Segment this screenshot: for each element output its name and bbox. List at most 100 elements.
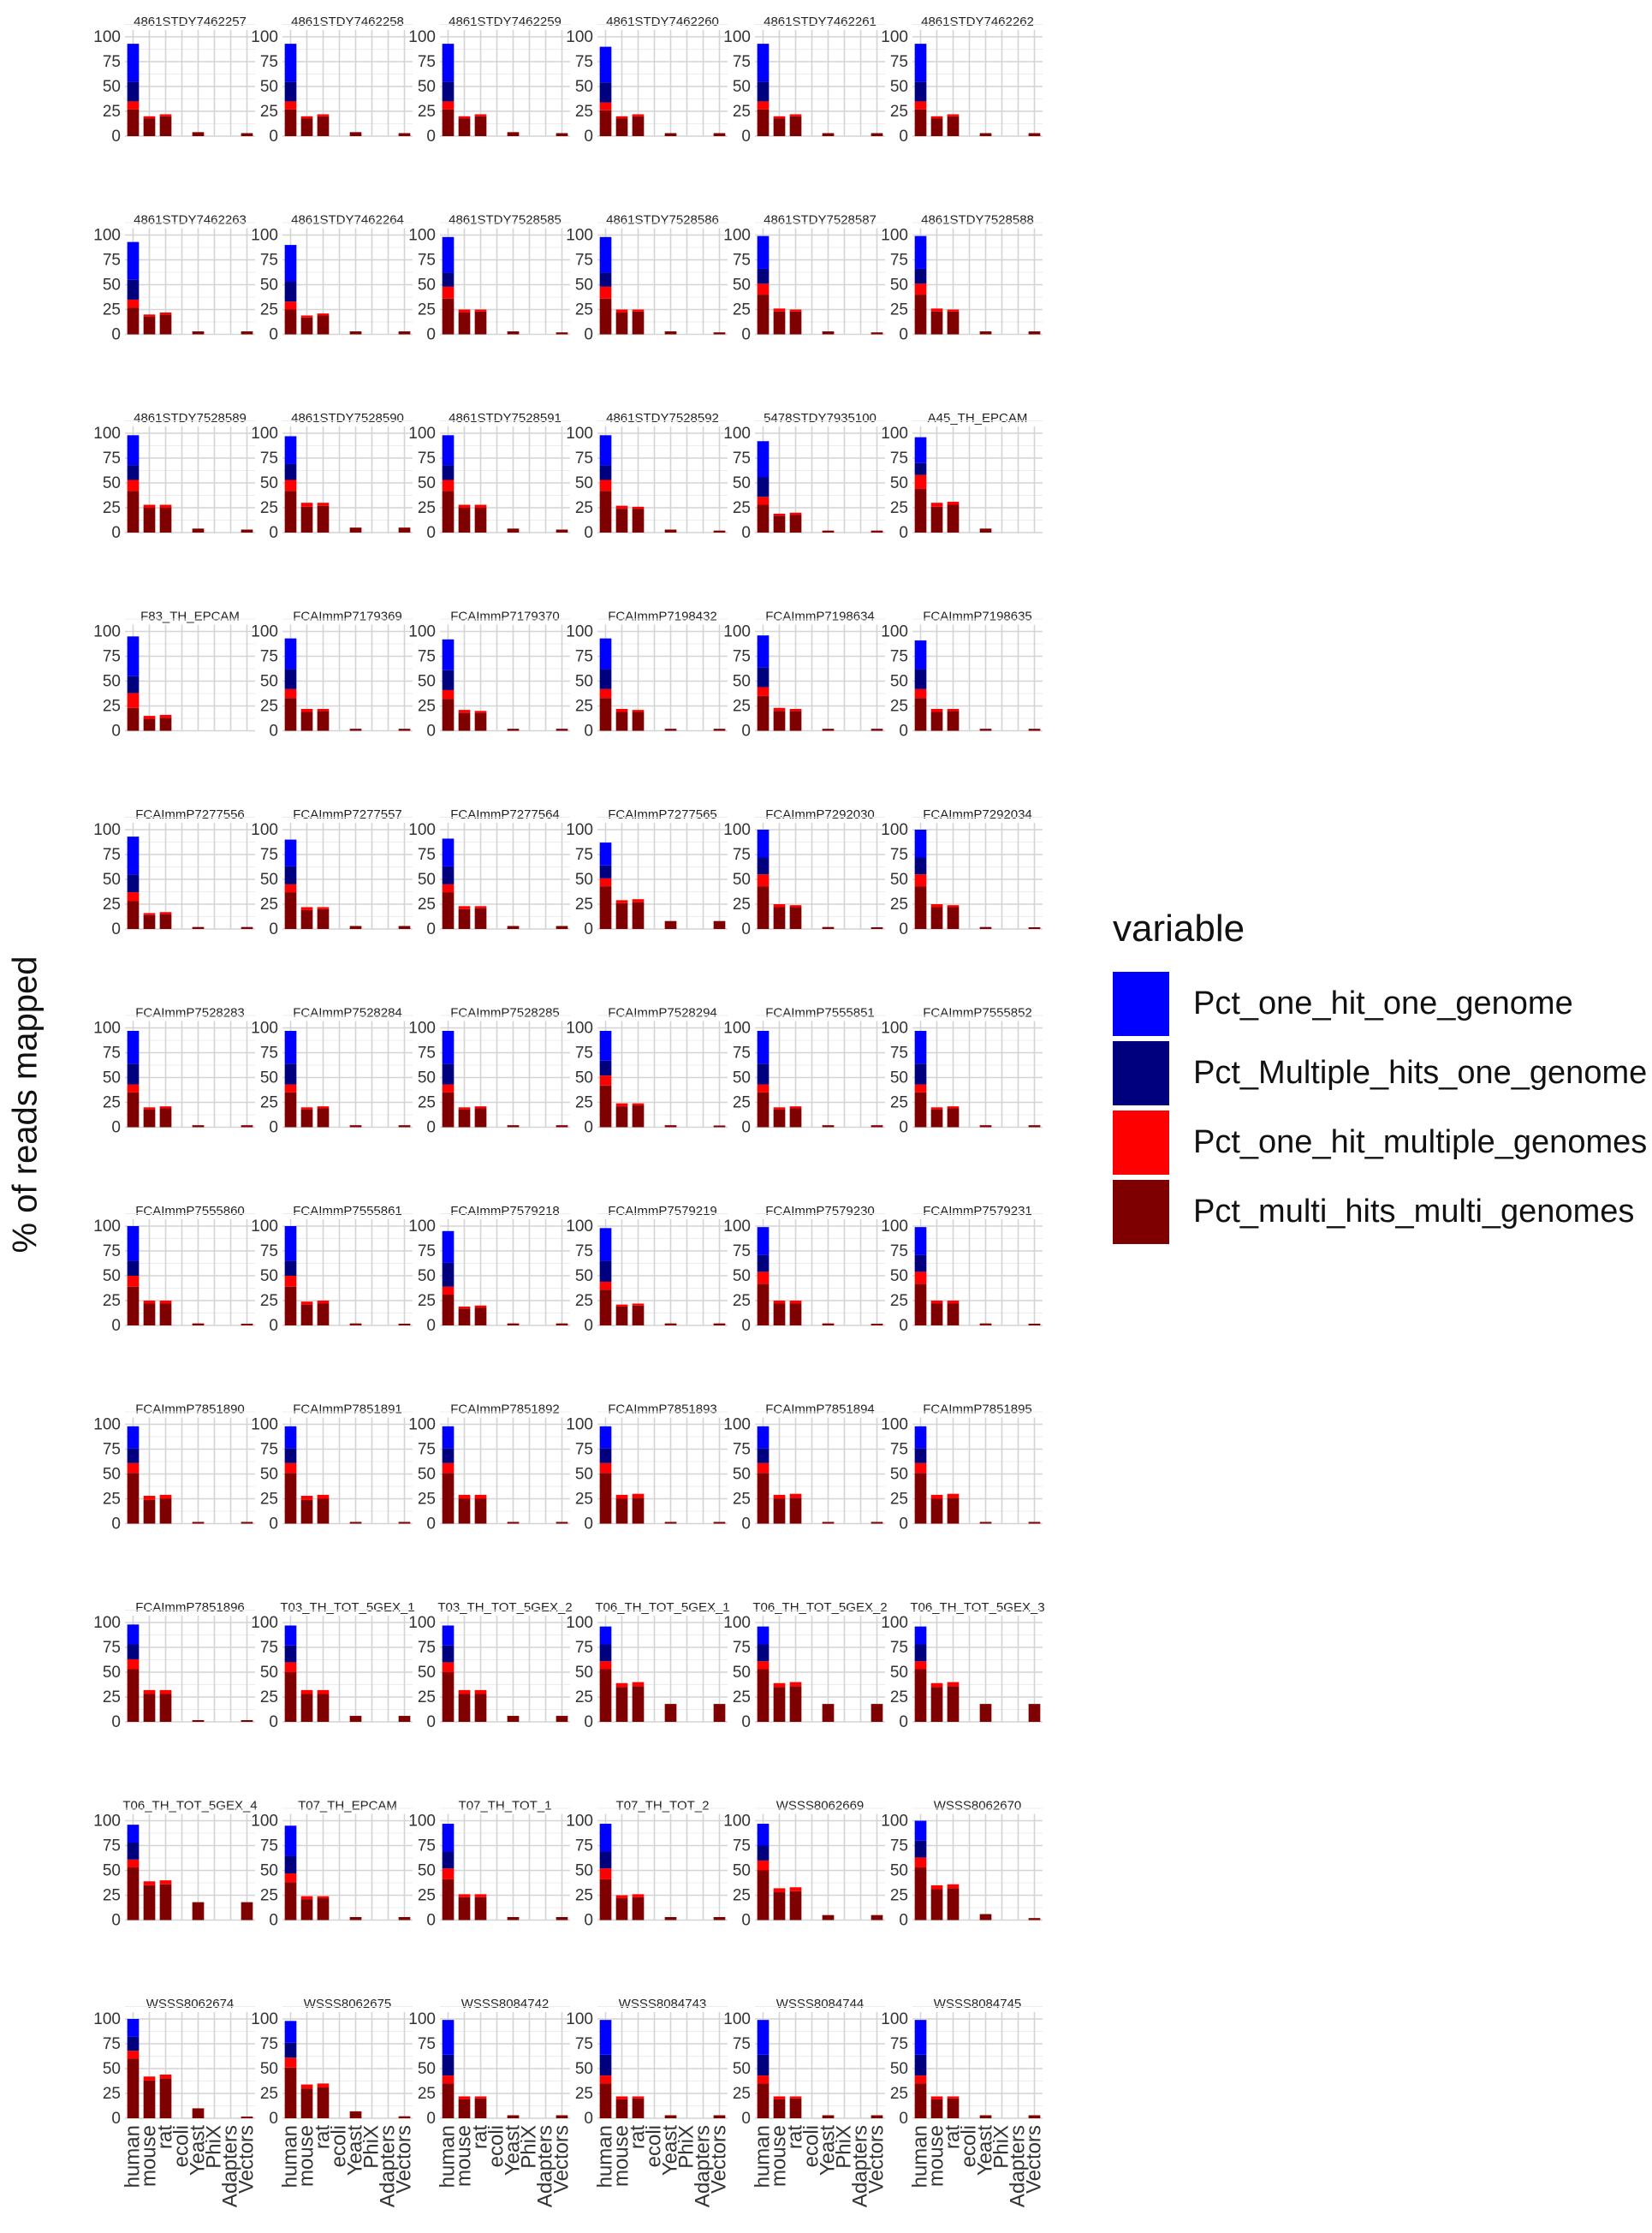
bar-segment (914, 1820, 927, 1841)
legend-item: Pct_multi_hits_multi_genomes (1113, 1177, 1652, 1247)
bar-segment (914, 1084, 927, 1093)
bar-segment (300, 1689, 313, 1694)
facet-panel: 4861STDY7462261 0 25 50 75 100 (723, 15, 885, 146)
y-tick-label: 25 (260, 1094, 278, 1112)
y-tick-label: 100 (566, 2010, 593, 2028)
bar-segment (599, 1626, 612, 1645)
y-tick-label: 75 (575, 1045, 593, 1063)
bar-segment (284, 892, 297, 929)
y-tick-label: 25 (260, 2085, 278, 2103)
panel-title: FCAImmP7851896 (135, 1600, 245, 1615)
y-tick-label: 25 (733, 1292, 751, 1310)
x-tick-label: rat (469, 2125, 492, 2149)
bar-segment (757, 1626, 770, 1645)
y-tick-label: 50 (733, 1267, 751, 1285)
bar-segment (664, 2115, 677, 2118)
bar-segment (979, 528, 992, 533)
facet-panel: FCAImmP7277565 0 25 50 75 100 (566, 807, 728, 938)
bar-segment (789, 708, 802, 712)
bar-segment (947, 905, 960, 908)
bar-segment (599, 465, 612, 480)
bar-segment (773, 1301, 786, 1304)
facet-panel: T06_TH_TOT_5GEX_3 0 25 50 75 100 (881, 1600, 1044, 1731)
bar-segment (947, 1884, 960, 1889)
bar-segment (127, 636, 140, 676)
bar-segment (300, 1694, 313, 1722)
y-tick-label: 100 (408, 1813, 436, 1831)
bar-segment (300, 317, 313, 335)
y-tick-label: 100 (566, 28, 593, 46)
bar-segment (317, 708, 330, 712)
bar-segment (914, 2075, 927, 2084)
legend-key (1113, 1041, 1169, 1105)
bar-segment (757, 101, 770, 110)
bar-segment (241, 529, 253, 533)
bar-segment (159, 714, 172, 718)
bar-segment (757, 1092, 770, 1128)
bar-segment (474, 1307, 487, 1325)
x-tick-label: Adapters (692, 2125, 715, 2207)
bar-segment (1028, 1125, 1041, 1128)
bar-segment (599, 1644, 612, 1662)
bar-segment (458, 710, 471, 713)
bar-segment (143, 1694, 156, 1722)
bar-segment (317, 711, 330, 731)
y-tick-label: 50 (418, 1267, 436, 1285)
bar-segment (398, 1521, 411, 1524)
y-tick-label: 75 (418, 1441, 436, 1459)
x-tick-label: human (909, 2125, 932, 2188)
panel-title: T03_TH_TOT_5GEX_1 (280, 1600, 414, 1615)
facet-panel: FCAImmP7292030 0 25 50 75 100 (723, 807, 885, 938)
bar-segment (458, 1109, 471, 1128)
facet-panel: 4861STDY7528588 0 25 50 75 100 (881, 213, 1043, 344)
facet-panel: FCAImmP7851890 0 25 50 75 100 (93, 1402, 255, 1533)
bar-segment (914, 474, 927, 489)
bar-segment (757, 235, 770, 269)
y-tick-label: 50 (890, 1862, 908, 1880)
bar-segment (757, 1030, 770, 1064)
bar-segment (822, 1704, 835, 1722)
facet-panel: FCAImmP7851891 0 25 50 75 100 (251, 1402, 413, 1533)
bar-segment (599, 272, 612, 287)
bar-segment (947, 1498, 960, 1524)
x-tick-label: mouse (453, 2125, 476, 2187)
bar-segment (773, 118, 786, 136)
bar-segment (615, 900, 628, 903)
bar-segment (871, 1914, 883, 1920)
y-tick-label: 0 (269, 1515, 278, 1533)
panel-title: T06_TH_TOT_5GEX_4 (122, 1799, 257, 1813)
bar-segment (349, 1917, 362, 1920)
bar-segment (458, 1689, 471, 1694)
bar-segment (914, 295, 927, 335)
y-tick-label: 75 (575, 1837, 593, 1855)
bar-segment (507, 1917, 520, 1920)
panel-title: T07_TH_EPCAM (298, 1799, 397, 1813)
facet-panel: FCAImmP7198634 0 25 50 75 100 (723, 610, 885, 741)
y-tick-label: 0 (899, 524, 908, 542)
bar-segment (507, 729, 520, 731)
bar-segment (789, 1887, 802, 1891)
bar-segment (757, 497, 770, 505)
y-tick-label: 25 (733, 1688, 751, 1706)
x-tick-label: PhiX (360, 2125, 383, 2169)
bar-segment (317, 908, 330, 929)
y-tick-label: 25 (260, 301, 278, 319)
bar-segment (615, 2096, 628, 2099)
bar-segment (127, 707, 140, 731)
bar-segment (284, 282, 297, 302)
facet-panel: FCAImmP7851893 0 25 50 75 100 (566, 1402, 728, 1533)
y-tick-label: 0 (426, 1515, 436, 1533)
y-tick-label: 75 (890, 1441, 908, 1459)
x-tick-label: ecoli (800, 2125, 823, 2167)
y-tick-label: 75 (418, 648, 436, 666)
y-tick-label: 100 (881, 623, 908, 641)
bar-segment (300, 1301, 313, 1305)
bar-segment (349, 1323, 362, 1325)
bar-segment (284, 491, 297, 533)
x-tick-label: ecoli (328, 2125, 351, 2167)
bar-segment (599, 236, 612, 273)
bar-segment (442, 884, 455, 893)
y-tick-label: 100 (93, 1813, 121, 1831)
bar-segment (914, 1030, 927, 1064)
bar-segment (930, 116, 943, 119)
